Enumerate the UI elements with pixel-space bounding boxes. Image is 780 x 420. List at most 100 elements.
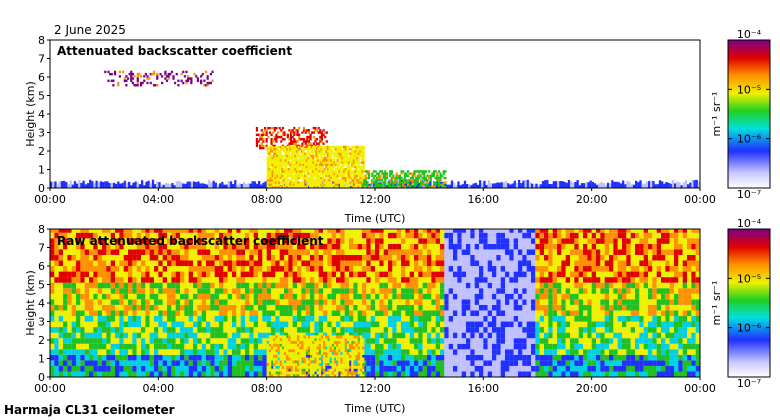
backscatter-cell [110,338,116,344]
backscatter-cell [422,266,428,272]
backscatter-cell [262,343,267,350]
backscatter-cell [268,154,271,158]
backscatter-cell [71,266,77,272]
backscatter-cell [210,238,215,244]
backscatter-cell [211,70,214,74]
backscatter-cell [526,321,532,328]
backscatter-cell [260,138,263,141]
backscatter-cell [487,288,493,294]
backscatter-cell [281,145,284,149]
backscatter-cell [67,338,72,344]
backscatter-cell [496,182,499,188]
backscatter-cell [333,174,336,178]
backscatter-cell [282,174,286,178]
backscatter-cell [353,315,358,322]
backscatter-cell [526,260,532,267]
backscatter-cell [326,181,329,184]
backscatter-cell [154,343,159,350]
backscatter-cell [63,354,68,361]
backscatter-cell [453,288,458,294]
backscatter-cell [284,277,289,283]
backscatter-cell [326,172,329,175]
backscatter-cell [275,243,280,250]
backscatter-cell [206,271,211,278]
backscatter-cell [341,168,344,171]
backscatter-cell [343,156,346,160]
backscatter-cell [119,183,122,188]
backscatter-cell [314,229,319,233]
backscatter-cell [308,161,312,164]
backscatter-cell [149,277,155,283]
backscatter-cell [310,293,315,300]
backscatter-cell [297,238,302,244]
backscatter-cell [279,315,285,322]
backscatter-cell [240,354,246,361]
backscatter-cell [275,266,280,272]
backscatter-cell [310,161,313,164]
backscatter-cell [301,282,306,289]
backscatter-cell [432,174,436,178]
backscatter-cell [396,349,402,355]
backscatter-cell [240,343,246,350]
backscatter-cell [262,365,267,372]
backscatter-cell [336,315,341,322]
backscatter-cell [284,156,287,160]
backscatter-cell [123,343,129,350]
backscatter-cell [58,181,61,188]
backscatter-cell [356,152,359,155]
backscatter-cell [513,277,519,283]
backscatter-cell [418,232,423,239]
backscatter-cell [470,332,475,339]
backscatter-cell [293,126,296,130]
backscatter-cell [97,260,103,267]
backscatter-cell [428,185,431,188]
backscatter-cell [392,266,397,272]
backscatter-cell [232,282,237,289]
backscatter-cell [253,354,259,361]
backscatter-cell [154,243,159,250]
backscatter-cell [409,310,415,316]
backscatter-cell [347,181,351,184]
backscatter-cell [299,148,302,151]
backscatter-cell [346,183,349,186]
backscatter-cell [326,174,329,178]
backscatter-cell [236,277,241,283]
backscatter-cell [266,293,272,300]
backscatter-cell [500,254,506,261]
backscatter-cell [288,315,293,322]
backscatter-cell [289,185,292,188]
backscatter-cell [349,174,352,178]
backscatter-cell [352,181,355,184]
backscatter-cell [340,327,345,333]
backscatter-cell [302,152,305,155]
backscatter-cell [398,185,402,188]
backscatter-cell [50,243,55,250]
backscatter-cell [219,315,224,322]
backscatter-cell [435,254,441,261]
backscatter-cell [483,180,486,188]
backscatter-cell [212,180,215,188]
backscatter-cell [418,254,423,261]
backscatter-cell [333,185,336,188]
backscatter-cell [327,299,332,305]
backscatter-cell [330,145,333,149]
backscatter-cell [197,181,200,188]
backscatter-cell [152,70,156,74]
backscatter-cell [286,163,289,166]
backscatter-cell [145,299,150,305]
backscatter-cell [208,81,211,85]
backscatter-cell [240,183,243,188]
backscatter-cell [110,271,116,278]
backscatter-cell [93,277,98,283]
backscatter-cell [294,152,297,155]
backscatter-cell [253,365,259,372]
backscatter-cell [401,254,406,261]
backscatter-cell [310,154,313,158]
backscatter-cell [393,185,397,188]
backscatter-cell [320,165,323,169]
backscatter-cell [315,159,318,162]
backscatter-cell [405,174,408,178]
backscatter-cell [249,371,254,377]
backscatter-cell [379,260,384,267]
backscatter-cell [76,338,81,344]
